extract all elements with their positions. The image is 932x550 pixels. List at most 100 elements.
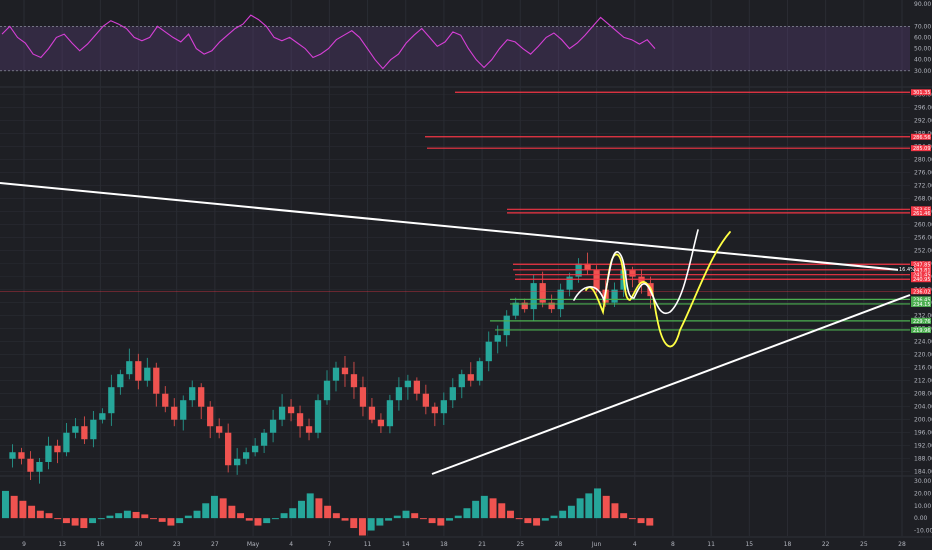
- volume-pane: [2, 488, 654, 536]
- candle-body: [72, 426, 79, 433]
- right-axis: 90.0070.0060.0050.0040.0030.00300.00296.…: [898, 1, 932, 535]
- price-tick-label: 188.00: [914, 456, 932, 463]
- candle-body: [566, 276, 573, 290]
- volume-bar: [358, 518, 366, 536]
- x-tick-label: Jun: [591, 541, 602, 548]
- candle-body: [350, 374, 358, 388]
- candle-body: [260, 432, 268, 446]
- candle-body: [90, 419, 97, 440]
- candle-body: [45, 445, 52, 462]
- candle-body: [135, 361, 142, 381]
- price-tick-label: 268.00: [914, 196, 932, 203]
- candle-body: [36, 461, 43, 472]
- volume-bar: [402, 510, 410, 519]
- volume-bar: [45, 513, 53, 519]
- volume-bar: [576, 498, 584, 519]
- volume-bar: [419, 518, 427, 520]
- price-tick-label: 192.00: [914, 443, 932, 450]
- x-tick-label: 9: [22, 541, 26, 548]
- volume-bar: [202, 503, 210, 519]
- volume-bar: [2, 490, 9, 519]
- volume-bar: [324, 505, 332, 519]
- candle-body: [9, 452, 16, 459]
- volume-bar: [567, 505, 575, 519]
- resistance-badge-label: 301.35: [913, 90, 931, 96]
- volume-bar: [254, 518, 262, 526]
- candle-body: [144, 367, 151, 381]
- candle-body: [323, 380, 331, 401]
- price-tick-label: 204.00: [914, 404, 932, 411]
- volume-tick-label: 10.00: [914, 503, 931, 510]
- volume-bar: [350, 518, 358, 529]
- volume-bar: [480, 495, 488, 519]
- volume-bar: [411, 513, 419, 519]
- volume-bar: [158, 518, 166, 522]
- volume-bar: [289, 508, 297, 519]
- support-badge-label: 236.45: [913, 297, 931, 303]
- last-price-badge: [911, 288, 931, 295]
- resistance-badge-label: 285.09: [913, 146, 931, 152]
- volume-bar: [446, 518, 454, 521]
- candle-body: [503, 315, 510, 336]
- candle-body: [189, 387, 196, 401]
- volume-tick-label: 20.00: [914, 490, 931, 497]
- x-tick-label: 15: [745, 541, 753, 548]
- volume-bar: [167, 518, 175, 526]
- candle-body: [171, 406, 178, 420]
- candle-body: [108, 387, 115, 414]
- candle-body: [242, 452, 250, 459]
- candle-body: [126, 361, 133, 375]
- candle-body: [494, 335, 501, 342]
- candle-body: [521, 302, 528, 310]
- x-tick-label: 7: [327, 541, 331, 548]
- volume-bar: [280, 513, 288, 519]
- volume-bar: [541, 518, 549, 521]
- descending-trendline: [0, 182, 911, 272]
- volume-bar: [106, 515, 114, 519]
- volume-bar: [36, 510, 44, 519]
- candle-body: [287, 406, 295, 414]
- price-tick-label: 292.00: [914, 118, 932, 125]
- volume-bar: [637, 518, 645, 524]
- price-tick-label: 224.00: [914, 339, 932, 346]
- price-tick-label: 256.00: [914, 235, 932, 242]
- support-badge: [911, 300, 931, 307]
- volume-bar: [463, 508, 471, 519]
- volume-bar: [428, 518, 436, 524]
- resistance-badge: [911, 261, 931, 268]
- ascending-trendline: [431, 294, 911, 475]
- resistance-badge: [911, 266, 931, 273]
- volume-bar: [611, 503, 619, 519]
- candle-body: [431, 406, 438, 414]
- x-tick-label: 27: [211, 541, 219, 548]
- rsi-pane: [0, 14, 910, 72]
- x-tick-label: 21: [478, 541, 486, 548]
- resistance-badge: [911, 89, 931, 96]
- volume-bar: [71, 518, 79, 526]
- volume-bar: [132, 511, 140, 519]
- resistance-badge: [911, 133, 931, 140]
- x-tick-label: 20: [135, 541, 143, 548]
- price-tick-label: 196.00: [914, 430, 932, 437]
- volume-bar: [28, 505, 36, 519]
- volume-bar: [472, 500, 480, 519]
- volume-bar: [123, 510, 131, 519]
- candle-body: [18, 452, 25, 459]
- volume-bar: [628, 518, 636, 520]
- candle-body: [305, 426, 313, 433]
- volume-bar: [332, 513, 340, 519]
- x-tick-label: 28: [898, 541, 906, 548]
- price-tick-label: 220.00: [914, 352, 932, 359]
- candle-body: [539, 283, 546, 303]
- candle-body: [485, 341, 492, 362]
- price-pane: [0, 91, 911, 484]
- grid: [0, 0, 932, 538]
- volume-bar: [193, 510, 201, 519]
- volume-bar: [237, 513, 245, 519]
- price-tick-label: 212.00: [914, 378, 932, 385]
- volume-bar: [10, 495, 18, 519]
- candle-body: [530, 283, 537, 310]
- candle-body: [548, 302, 555, 310]
- candle-body: [341, 367, 349, 375]
